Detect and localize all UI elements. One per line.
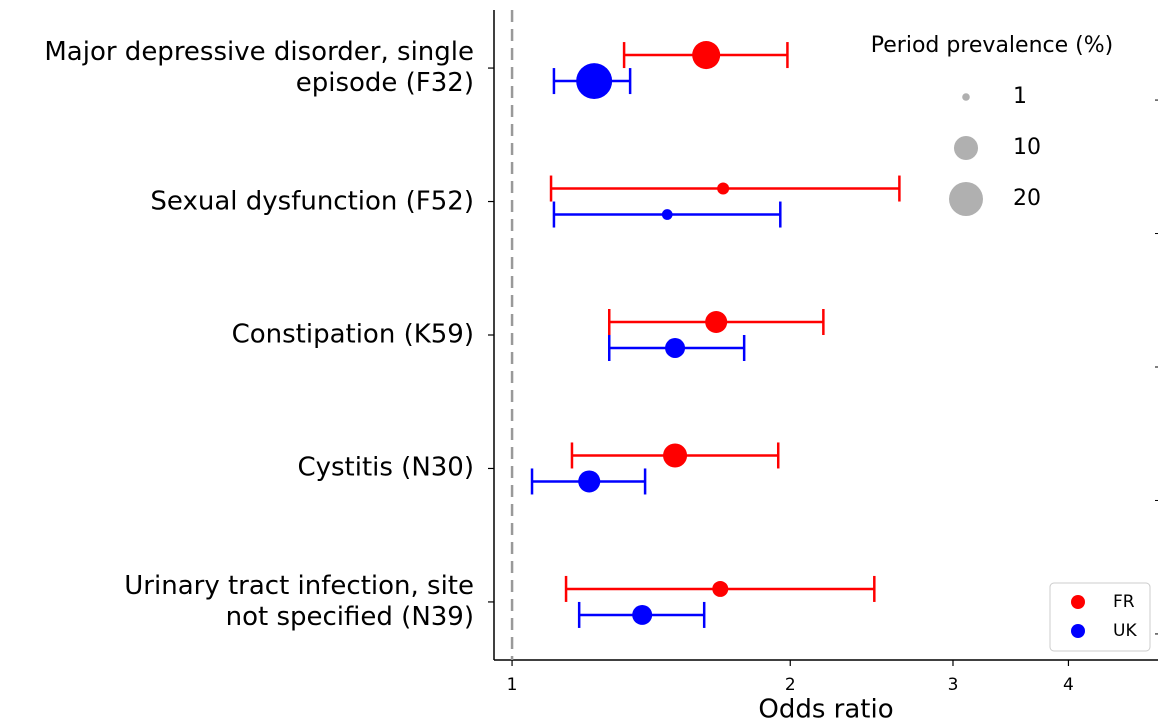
point — [576, 63, 613, 100]
x-tick-label: 4 — [1063, 675, 1074, 695]
legend-marker — [1071, 624, 1085, 638]
x-tick-label: 3 — [948, 675, 959, 695]
x-tick-label: 1 — [507, 675, 518, 695]
size-legend-label: 20 — [1013, 186, 1041, 211]
point — [661, 209, 673, 220]
y-tick-label: Urinary tract infection, site not specif… — [124, 570, 474, 632]
point — [665, 338, 686, 358]
point — [663, 443, 688, 468]
point — [712, 580, 729, 597]
legend-label: FR — [1113, 592, 1135, 612]
point — [705, 310, 728, 334]
size-legend-label: 10 — [1013, 135, 1041, 160]
y-tick-label: Cystitis (N30) — [297, 452, 474, 483]
y-tick-label: Constipation (K59) — [231, 319, 474, 350]
point — [578, 470, 601, 493]
legend-label: UK — [1113, 621, 1137, 641]
size-legend-marker — [953, 135, 979, 161]
x-axis-label: Odds ratio — [758, 695, 893, 725]
size-legend-marker — [962, 93, 970, 101]
y-tick-label: Major depressive disorder, single episod… — [44, 37, 474, 99]
x-tick-label: 2 — [785, 675, 796, 695]
legend-marker — [1071, 595, 1085, 609]
size-legend-label: 1 — [1013, 84, 1027, 109]
size-legend-title: Period prevalence (%) — [871, 33, 1113, 58]
y-tick-label: Sexual dysfunction (F52) — [150, 186, 474, 217]
point — [717, 182, 730, 195]
size-legend-marker — [949, 182, 983, 216]
point — [692, 41, 721, 70]
point — [632, 604, 653, 625]
